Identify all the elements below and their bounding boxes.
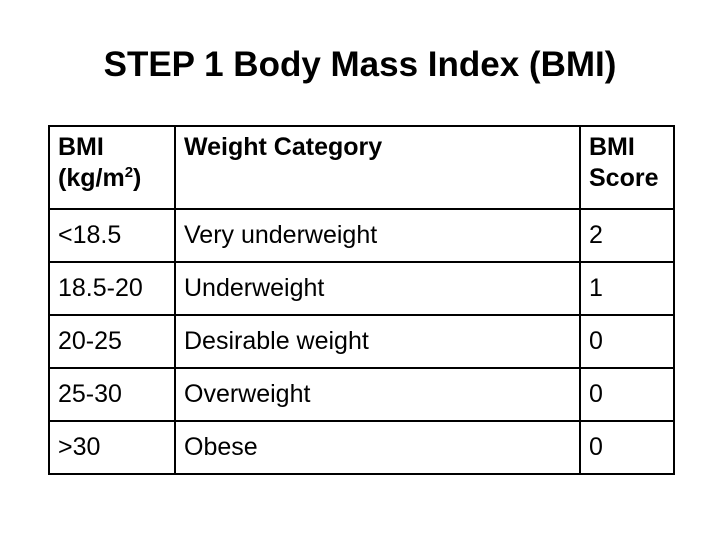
header-bmi-score: BMI Score <box>579 125 675 210</box>
header-weight-category: Weight Category <box>174 125 581 210</box>
header-bmi-unit-exponent: 2 <box>124 164 134 181</box>
slide-title: STEP 1 Body Mass Index (BMI) <box>103 45 617 84</box>
cell-bmi-score: 1 <box>579 261 675 316</box>
cell-weight-category: Desirable weight <box>174 314 581 369</box>
cell-bmi-range: <18.5 <box>48 208 176 263</box>
bmi-score-table: BMI (kg/m2) Weight Category BMI Score <18.… <box>48 125 675 475</box>
cell-bmi-score: 2 <box>579 208 675 263</box>
cell-bmi-range: 25-30 <box>48 367 176 422</box>
cell-bmi-range: 18.5-20 <box>48 261 176 316</box>
cell-bmi-range: 20-25 <box>48 314 176 369</box>
header-bmi-unit-pre: (kg/m <box>58 164 125 192</box>
cell-bmi-range: >30 <box>48 420 176 475</box>
header-bmi-unit-post: ) <box>133 164 142 192</box>
cell-weight-category: Very underweight <box>174 208 581 263</box>
cell-bmi-score: 0 <box>579 420 675 475</box>
cell-weight-category: Overweight <box>174 367 581 422</box>
header-bmi-line1: BMI <box>58 133 104 161</box>
table-row: 25-30 Overweight 0 <box>48 367 675 422</box>
table-row: <18.5 Very underweight 2 <box>48 208 675 263</box>
header-score-line2: Score <box>589 164 659 192</box>
table-row: >30 Obese 0 <box>48 420 675 475</box>
table-row: 20-25 Desirable weight 0 <box>48 314 675 369</box>
header-bmi: BMI (kg/m2) <box>48 125 176 210</box>
cell-bmi-score: 0 <box>579 314 675 369</box>
cell-weight-category: Obese <box>174 420 581 475</box>
table-row: 18.5-20 Underweight 1 <box>48 261 675 316</box>
cell-weight-category: Underweight <box>174 261 581 316</box>
header-score-line1: BMI <box>589 133 635 161</box>
cell-bmi-score: 0 <box>579 367 675 422</box>
table-header-row: BMI (kg/m2) Weight Category BMI Score <box>48 125 675 210</box>
